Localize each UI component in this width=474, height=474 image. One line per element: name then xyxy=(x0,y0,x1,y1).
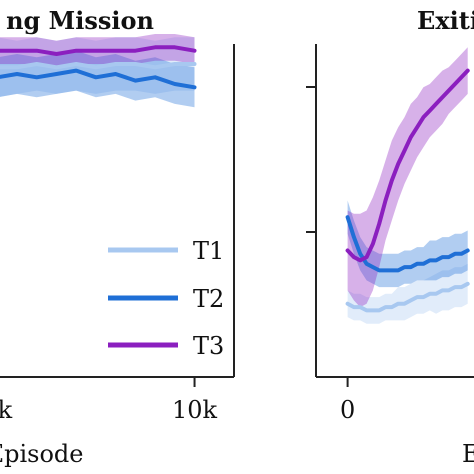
right-x-tick-label: 0 xyxy=(340,396,355,424)
right-x-ticks: 0 xyxy=(340,377,355,424)
left-x-tick-label: 5k xyxy=(0,396,13,424)
left-lines xyxy=(0,45,197,90)
right-band-t3 xyxy=(347,47,468,308)
legend-label-t2: T2 xyxy=(193,285,224,313)
panel-right-xlabel: E xyxy=(462,440,474,468)
left-bands xyxy=(0,34,195,108)
panel-left-xlabel: Episode xyxy=(0,440,83,468)
right-line-t2 xyxy=(345,215,470,273)
right-band-t2 xyxy=(347,200,468,288)
left-line-t3 xyxy=(0,45,197,56)
right-lines xyxy=(345,68,470,313)
left-x-ticks: 5k 10k xyxy=(0,377,218,424)
left-line-t2 xyxy=(0,68,197,90)
panel-left-title: ng Mission xyxy=(6,6,154,35)
legend-label-t1: T1 xyxy=(193,237,224,265)
panel-right: Exiti 0 E xyxy=(306,6,474,468)
panel-left: ng Mission 5k 10k Episode T1 T2 T3 xyxy=(0,6,235,468)
legend: T1 T2 T3 xyxy=(108,237,224,360)
right-line-t3 xyxy=(345,68,470,263)
legend-label-t3: T3 xyxy=(193,332,224,360)
panel-right-title: Exiti xyxy=(417,6,474,35)
left-x-tick-label: 10k xyxy=(172,396,218,424)
left-line-t1 xyxy=(0,62,197,70)
right-line-t1 xyxy=(345,281,470,313)
